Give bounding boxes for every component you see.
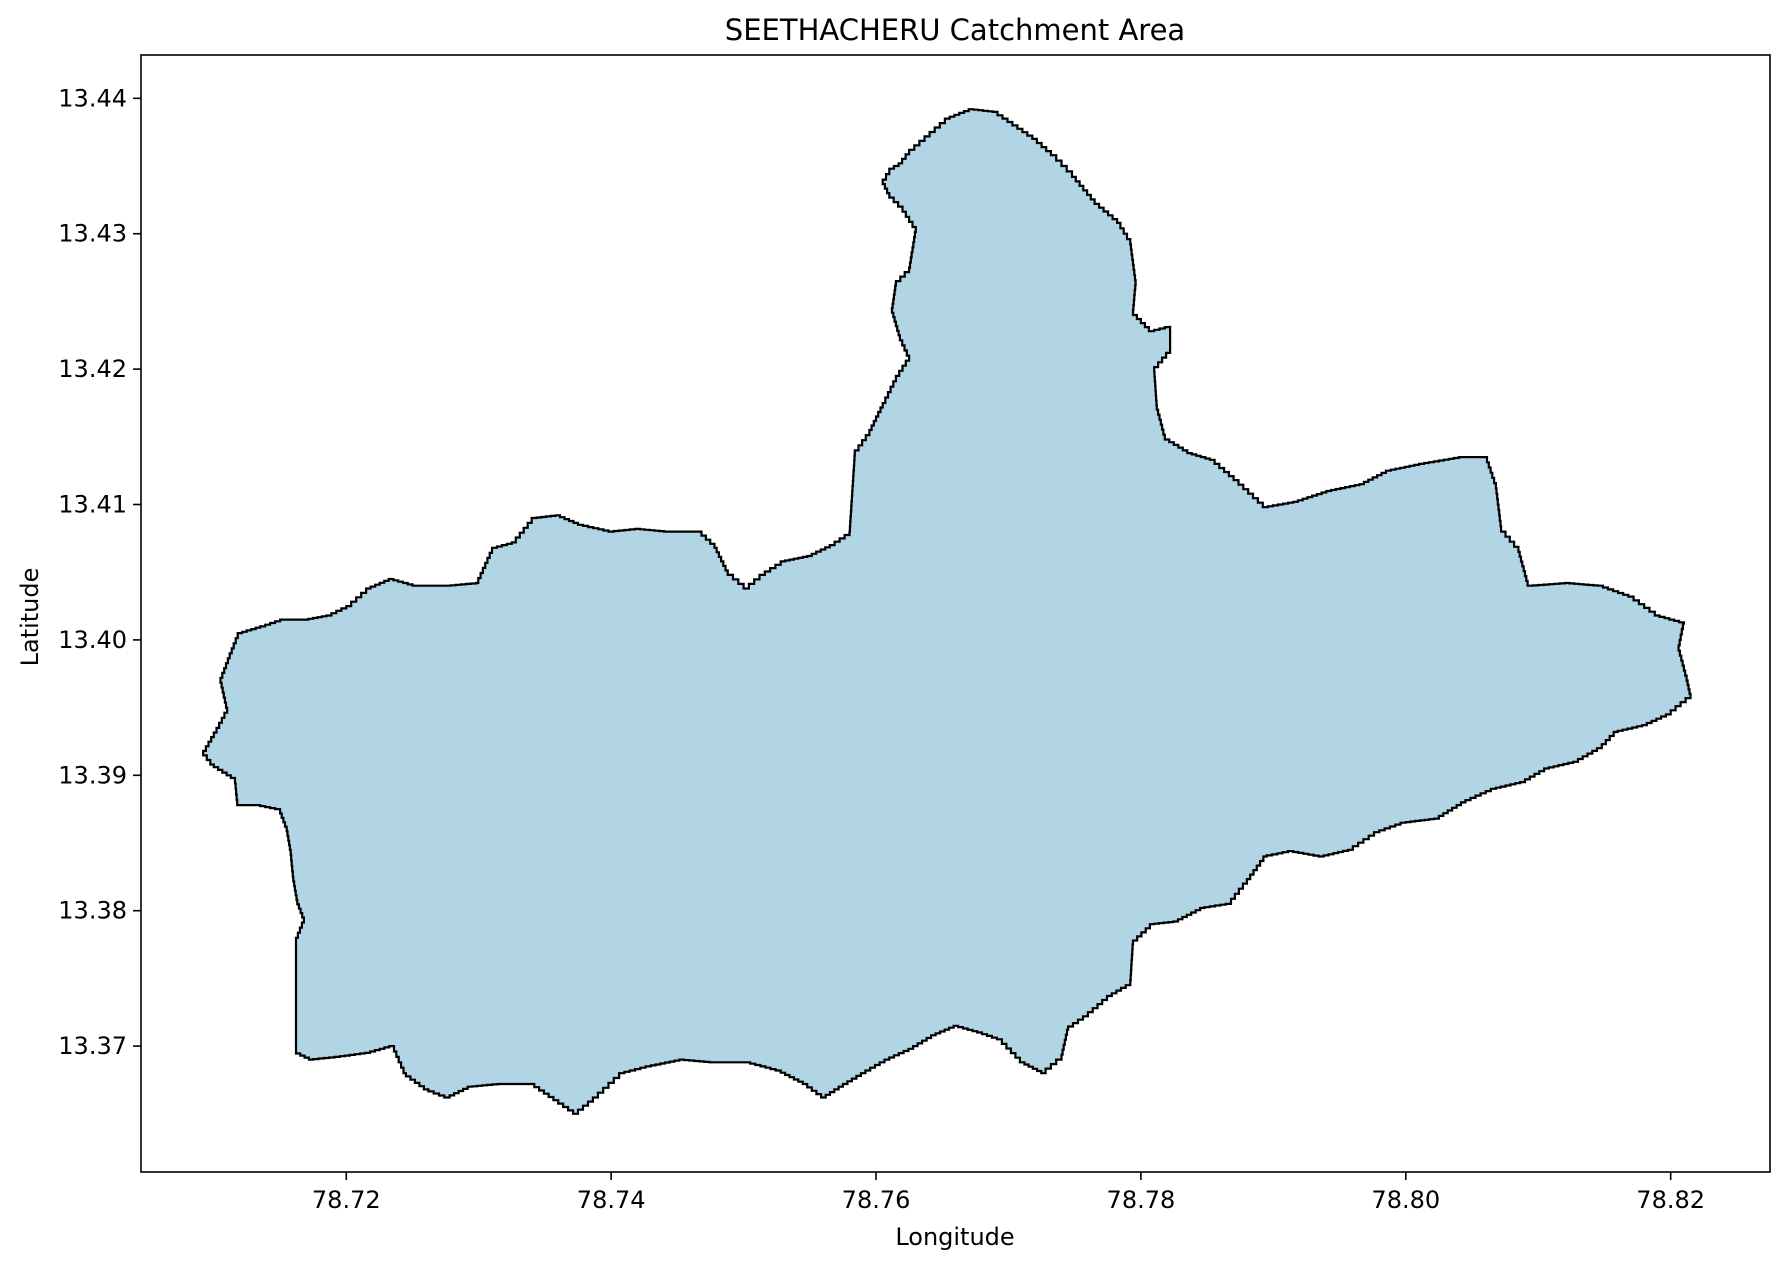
y-axis-label: Latitude [16,568,44,667]
x-tick-label: 78.80 [1371,1186,1440,1214]
axes-frame [140,54,1771,1173]
y-tick-label: 13.38 [58,897,127,925]
y-tick-label: 13.41 [58,491,127,519]
x-axis-label: Longitude [895,1223,1014,1251]
x-axis-ticks: 78.72 78.74 78.76 78.78 78.80 78.82 [312,1172,1705,1214]
y-tick-label: 13.42 [58,355,127,383]
catchment-area [202,108,1692,1115]
catchment-polygon [202,108,1692,1115]
x-tick-label: 78.74 [577,1186,646,1214]
y-tick-label: 13.40 [58,626,127,654]
x-tick-label: 78.78 [1107,1186,1176,1214]
x-tick-label: 78.76 [842,1186,911,1214]
y-tick-label: 13.39 [58,761,127,789]
y-tick-label: 13.37 [58,1032,127,1060]
y-tick-label: 13.44 [58,84,127,112]
y-tick-label: 13.43 [58,220,127,248]
x-tick-label: 78.82 [1636,1186,1705,1214]
chart-title: SEETHACHERU Catchment Area [725,13,1185,47]
y-axis-ticks: 13.37 13.38 13.39 13.40 13.41 13.42 13.43 13.44 [58,84,141,1060]
x-tick-label: 78.72 [312,1186,381,1214]
